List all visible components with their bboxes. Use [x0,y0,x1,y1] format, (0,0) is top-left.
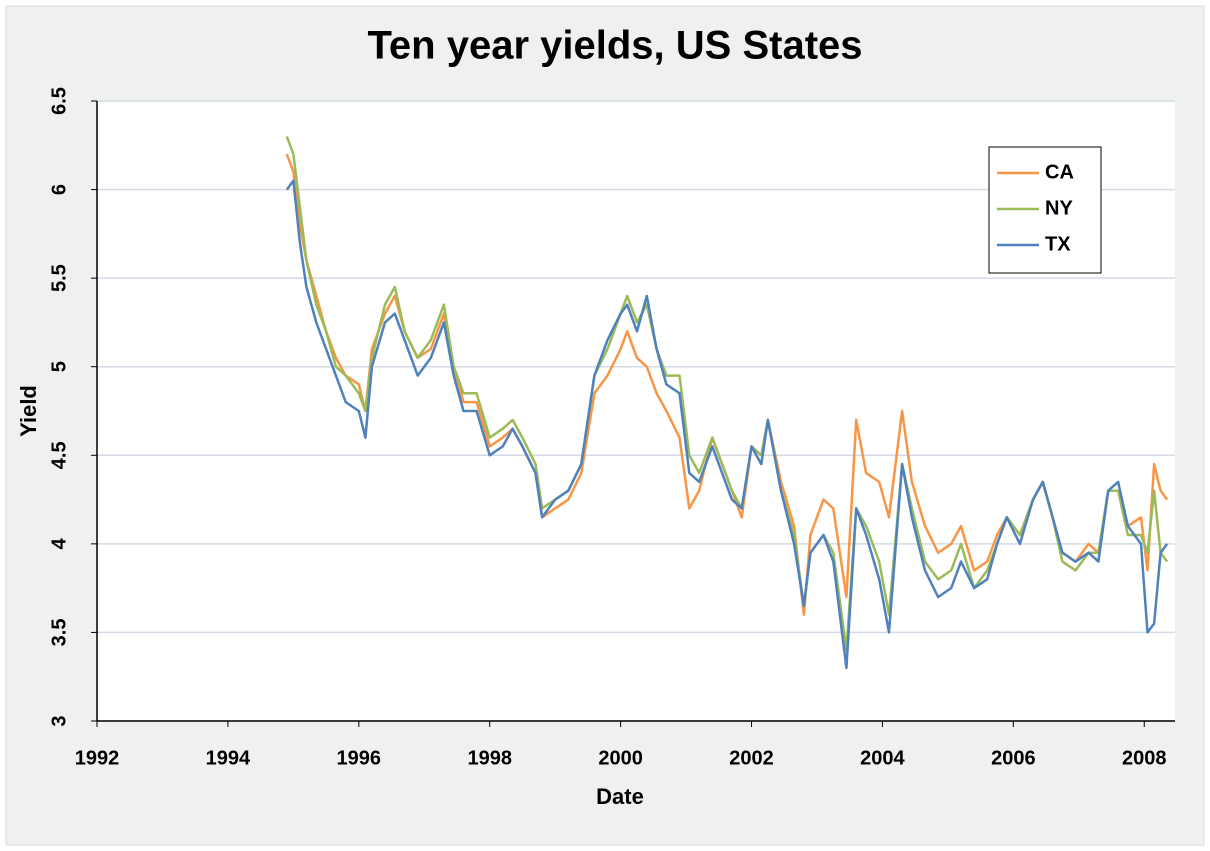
chart-title: Ten year yields, US States [367,24,862,68]
y-tick-label: 5 [48,361,70,372]
x-tick-label: 1992 [75,747,120,769]
x-tick-label: 2000 [598,747,643,769]
y-tick-label: 5.5 [48,264,70,292]
legend-label: TX [1045,233,1071,255]
x-tick-label: 1998 [467,747,512,769]
x-tick-label: 1996 [337,747,382,769]
y-axis-label: Yield [16,385,41,437]
x-axis-label: Date [596,784,644,809]
line-series [285,179,1169,670]
x-tick-label: 1994 [206,747,251,769]
y-tick-label: 4.5 [48,441,70,469]
x-tick-label: 2004 [860,747,905,769]
x-tick-label: 2002 [729,747,774,769]
x-tick-label: 2006 [991,747,1036,769]
x-tick-label: 2008 [1122,747,1167,769]
y-tick-label: 3.5 [48,619,70,647]
legend-label: CA [1045,161,1074,183]
y-tick-label: 3 [48,715,70,726]
y-tick-label: 6.5 [48,87,70,115]
y-tick-label: 4 [48,537,70,549]
legend-label: NY [1045,197,1073,219]
y-tick-label: 6 [48,184,70,195]
